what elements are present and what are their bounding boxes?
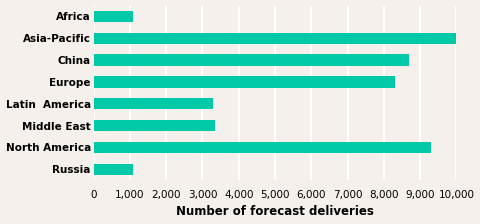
Bar [94,54,409,66]
Bar [94,164,133,175]
Bar [94,33,458,44]
Bar [94,76,395,88]
Bar [94,98,213,110]
Bar [94,11,133,22]
Bar [94,120,215,131]
X-axis label: Number of forecast deliveries: Number of forecast deliveries [176,205,374,218]
Bar [94,142,431,153]
